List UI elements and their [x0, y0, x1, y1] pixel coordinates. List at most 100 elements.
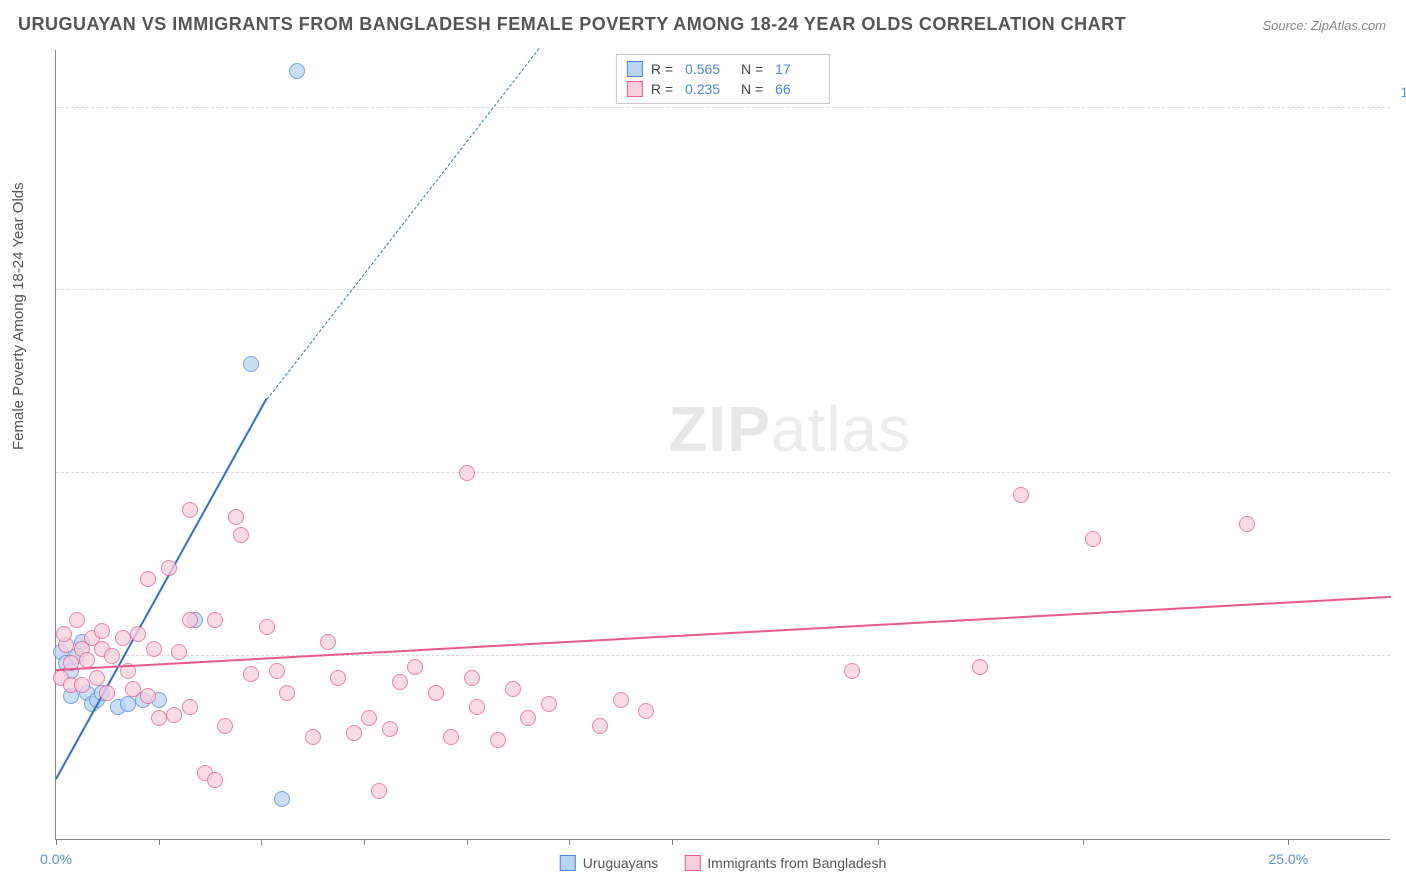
- data-point: [146, 641, 162, 657]
- source-credit: Source: ZipAtlas.com: [1262, 18, 1386, 33]
- data-point: [844, 663, 860, 679]
- r-label: R =: [651, 61, 673, 77]
- data-point: [320, 634, 336, 650]
- y-tick-label: 50.0%: [1396, 449, 1406, 465]
- data-point: [125, 681, 141, 697]
- legend-swatch: [627, 81, 643, 97]
- data-point: [99, 685, 115, 701]
- legend-series-label: Immigrants from Bangladesh: [707, 855, 886, 871]
- x-tick: [467, 839, 468, 845]
- data-point: [79, 652, 95, 668]
- data-point: [289, 63, 305, 79]
- legend-series-label: Uruguayans: [583, 855, 659, 871]
- data-point: [269, 663, 285, 679]
- data-point: [346, 725, 362, 741]
- data-point: [104, 648, 120, 664]
- correlation-legend: R =0.565 N =17R =0.235 N =66: [616, 54, 830, 104]
- x-tick: [159, 839, 160, 845]
- data-point: [1013, 487, 1029, 503]
- data-point: [459, 465, 475, 481]
- data-point: [182, 612, 198, 628]
- data-point: [140, 688, 156, 704]
- data-point: [330, 670, 346, 686]
- y-tick-label: 100.0%: [1396, 84, 1406, 100]
- data-point: [207, 772, 223, 788]
- data-point: [207, 612, 223, 628]
- x-tick: [56, 839, 57, 845]
- data-point: [120, 696, 136, 712]
- legend-swatch: [684, 855, 700, 871]
- x-tick-label: 0.0%: [40, 851, 72, 867]
- y-tick-label: 75.0%: [1396, 266, 1406, 282]
- data-point: [89, 670, 105, 686]
- legend-swatch: [627, 61, 643, 77]
- data-point: [130, 626, 146, 642]
- data-point: [74, 677, 90, 693]
- data-point: [305, 729, 321, 745]
- watermark: ZIPatlas: [668, 392, 911, 466]
- x-tick: [261, 839, 262, 845]
- data-point: [228, 509, 244, 525]
- data-point: [1085, 531, 1101, 547]
- x-tick: [672, 839, 673, 845]
- data-point: [382, 721, 398, 737]
- legend-stat-row: R =0.565 N =17: [627, 59, 819, 79]
- data-point: [972, 659, 988, 675]
- r-value: 0.235: [685, 81, 729, 97]
- data-point: [541, 696, 557, 712]
- y-axis-label: Female Poverty Among 18-24 Year Olds: [10, 182, 27, 450]
- legend-series-item: Uruguayans: [560, 855, 659, 871]
- data-point: [166, 707, 182, 723]
- data-point: [392, 674, 408, 690]
- data-point: [56, 626, 72, 642]
- data-point: [243, 666, 259, 682]
- data-point: [371, 783, 387, 799]
- r-label: R =: [651, 81, 673, 97]
- legend-swatch: [560, 855, 576, 871]
- data-point: [115, 630, 131, 646]
- gridline: [56, 472, 1390, 473]
- gridline: [56, 655, 1390, 656]
- data-point: [171, 644, 187, 660]
- data-point: [469, 699, 485, 715]
- data-point: [407, 659, 423, 675]
- chart-title: URUGUAYAN VS IMMIGRANTS FROM BANGLADESH …: [18, 14, 1126, 35]
- x-tick: [878, 839, 879, 845]
- legend-series-item: Immigrants from Bangladesh: [684, 855, 886, 871]
- data-point: [94, 623, 110, 639]
- data-point: [592, 718, 608, 734]
- data-point: [443, 729, 459, 745]
- series-legend: Uruguayans Immigrants from Bangladesh: [560, 855, 886, 871]
- trend-line-dash: [266, 48, 539, 400]
- y-tick-label: 25.0%: [1396, 632, 1406, 648]
- data-point: [69, 612, 85, 628]
- data-point: [151, 710, 167, 726]
- data-point: [638, 703, 654, 719]
- legend-stat-row: R = 0.235 N = 66: [627, 79, 819, 99]
- data-point: [259, 619, 275, 635]
- data-point: [279, 685, 295, 701]
- data-point: [161, 560, 177, 576]
- r-value: 0.565: [685, 61, 729, 77]
- data-point: [274, 791, 290, 807]
- data-point: [490, 732, 506, 748]
- scatter-plot-area: ZIPatlas R =0.565 N =17R =0.235 N =66 Ur…: [55, 50, 1390, 840]
- x-tick: [569, 839, 570, 845]
- data-point: [217, 718, 233, 734]
- data-point: [520, 710, 536, 726]
- data-point: [1239, 516, 1255, 532]
- gridline: [56, 289, 1390, 290]
- data-point: [182, 699, 198, 715]
- gridline: [56, 107, 1390, 108]
- data-point: [361, 710, 377, 726]
- trend-line: [56, 596, 1391, 671]
- data-point: [505, 681, 521, 697]
- data-point: [233, 527, 249, 543]
- data-point: [182, 502, 198, 518]
- data-point: [613, 692, 629, 708]
- data-point: [428, 685, 444, 701]
- n-label: N =: [737, 81, 763, 97]
- data-point: [243, 356, 259, 372]
- data-point: [140, 571, 156, 587]
- n-value: 66: [775, 81, 819, 97]
